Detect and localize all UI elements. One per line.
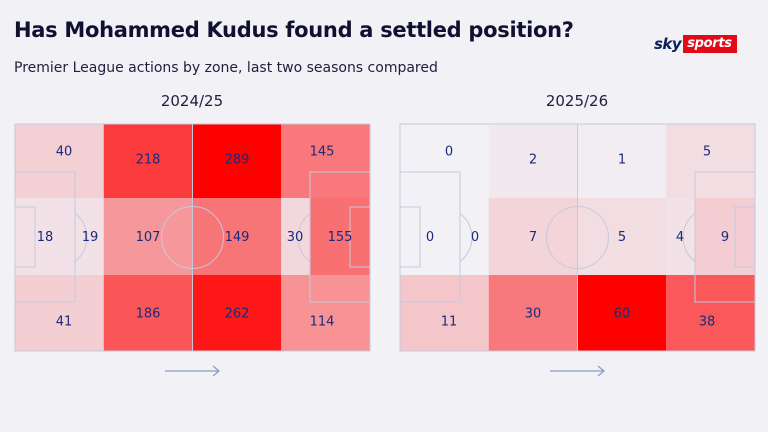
zone-top-label-1: 40	[56, 145, 73, 160]
left-penalty-arc	[74, 213, 88, 262]
zone-middle-5	[666, 198, 695, 275]
left-penalty-arc	[459, 213, 473, 262]
right-penalty-arc	[297, 213, 311, 262]
zone-top-1	[15, 124, 104, 198]
zone-middle-label-4: 149	[225, 230, 250, 245]
zone-middle-label-1: 0	[426, 230, 434, 245]
zone-middle-label-1: 18	[37, 230, 54, 245]
zone-top-label-2: 218	[136, 153, 161, 168]
attack-direction-arrowhead	[597, 365, 605, 377]
zone-bottom-label-3: 60	[614, 307, 631, 322]
zone-middle-label-2: 19	[82, 230, 99, 245]
centre-circle	[546, 206, 609, 269]
zone-bottom-1	[15, 275, 104, 351]
zone-top-label-3: 289	[225, 153, 250, 168]
zone-top-4	[281, 124, 370, 198]
zone-middle-6	[695, 198, 755, 275]
zone-bottom-label-1: 41	[56, 315, 73, 330]
zone-middle-label-3: 7	[529, 230, 537, 245]
zone-middle-label-3: 107	[136, 230, 161, 245]
season-label-2024-25: 2024/25	[160, 92, 224, 110]
zone-middle-2	[460, 198, 489, 275]
zone-bottom-1	[400, 275, 489, 351]
zone-middle-label-5: 30	[287, 230, 304, 245]
zone-top-label-2: 2	[529, 153, 537, 168]
zone-bottom-label-4: 38	[699, 315, 716, 330]
left-six-yard-box	[14, 206, 36, 268]
right-six-yard-box	[349, 206, 371, 268]
zone-middle-2	[75, 198, 104, 275]
zone-middle-1	[400, 198, 460, 275]
zone-middle-3	[103, 198, 193, 275]
zone-middle-label-6: 155	[328, 230, 353, 245]
zone-middle-4	[192, 198, 282, 275]
zone-bottom-label-4: 114	[310, 315, 335, 330]
zone-top-label-4: 145	[310, 145, 335, 160]
chart-subtitle: Premier League actions by zone, last two…	[14, 60, 438, 76]
zone-middle-5	[281, 198, 310, 275]
zone-bottom-label-2: 186	[136, 307, 161, 322]
zone-middle-3	[488, 198, 578, 275]
zone-bottom-4	[666, 275, 755, 351]
zone-middle-label-6: 9	[721, 230, 729, 245]
logo-sports-text: sports	[683, 35, 737, 53]
zone-bottom-label-2: 30	[525, 307, 542, 322]
zone-bottom-3	[192, 275, 282, 351]
zone-bottom-label-3: 262	[225, 307, 250, 322]
zone-top-3	[192, 124, 282, 198]
zone-bottom-2	[103, 275, 193, 351]
logo-sky-text: sky	[654, 35, 682, 53]
zone-middle-1	[15, 198, 75, 275]
right-six-yard-box	[734, 206, 756, 268]
sky-sports-logo: sky sports	[654, 35, 737, 53]
left-six-yard-box	[399, 206, 421, 268]
zone-bottom-label-1: 11	[441, 315, 458, 330]
zone-middle-6	[310, 198, 370, 275]
centre-circle	[161, 206, 224, 269]
zone-top-2	[488, 124, 578, 198]
zone-top-2	[103, 124, 193, 198]
zone-bottom-2	[488, 275, 578, 351]
zone-top-3	[577, 124, 667, 198]
zone-bottom-3	[577, 275, 667, 351]
attack-direction-arrowhead	[212, 365, 220, 377]
chart-title: Has Mohammed Kudus found a settled posit…	[14, 18, 574, 42]
zone-middle-4	[577, 198, 667, 275]
zone-top-label-3: 1	[618, 153, 626, 168]
zone-bottom-4	[281, 275, 370, 351]
zone-middle-label-2: 0	[471, 230, 479, 245]
zone-top-4	[666, 124, 755, 198]
season-label-2025-26: 2025/26	[545, 92, 609, 110]
right-penalty-arc	[682, 213, 696, 262]
zone-middle-label-5: 4	[676, 230, 684, 245]
zone-top-label-1: 0	[445, 145, 453, 160]
zone-middle-label-4: 5	[618, 230, 626, 245]
zone-top-label-4: 5	[703, 145, 711, 160]
zone-top-1	[400, 124, 489, 198]
